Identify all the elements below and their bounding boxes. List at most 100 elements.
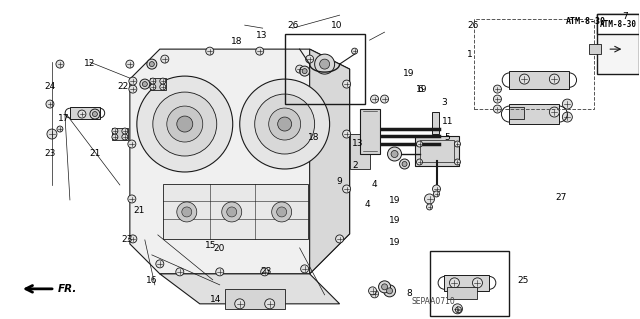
Bar — [150, 78, 166, 90]
Text: 5: 5 — [445, 133, 451, 142]
Text: 9: 9 — [336, 177, 342, 186]
Circle shape — [454, 141, 460, 147]
Circle shape — [452, 304, 463, 314]
Circle shape — [342, 185, 351, 193]
Circle shape — [549, 107, 559, 117]
Circle shape — [369, 287, 376, 295]
Circle shape — [417, 141, 422, 147]
Circle shape — [371, 95, 379, 103]
Text: 19: 19 — [389, 216, 401, 225]
Text: 26: 26 — [467, 21, 479, 30]
Text: 21: 21 — [134, 206, 145, 215]
Bar — [420, 140, 454, 162]
Circle shape — [128, 140, 136, 148]
Bar — [597, 14, 639, 34]
Circle shape — [426, 204, 433, 210]
Circle shape — [456, 307, 461, 313]
Text: 25: 25 — [517, 276, 529, 285]
Circle shape — [112, 128, 118, 134]
Circle shape — [142, 82, 147, 86]
Text: 18: 18 — [232, 37, 243, 46]
Circle shape — [160, 78, 166, 84]
Circle shape — [150, 78, 156, 84]
Bar — [429, 251, 509, 316]
Circle shape — [129, 235, 137, 243]
Circle shape — [278, 117, 292, 131]
Circle shape — [149, 62, 154, 67]
Bar — [447, 287, 477, 299]
Bar — [431, 112, 440, 134]
Circle shape — [342, 130, 351, 138]
Circle shape — [137, 76, 233, 172]
Circle shape — [493, 85, 501, 93]
Text: 3: 3 — [442, 98, 447, 107]
Circle shape — [379, 281, 390, 293]
Text: 8: 8 — [406, 289, 412, 298]
Circle shape — [424, 194, 435, 204]
Circle shape — [381, 95, 388, 103]
Circle shape — [388, 147, 401, 161]
Circle shape — [272, 202, 292, 222]
Circle shape — [449, 278, 460, 288]
Circle shape — [520, 74, 529, 84]
Text: FR.: FR. — [58, 284, 77, 294]
Polygon shape — [160, 274, 340, 304]
Circle shape — [399, 159, 410, 169]
Circle shape — [563, 112, 572, 122]
Circle shape — [381, 284, 388, 290]
Text: 6: 6 — [418, 85, 424, 94]
Bar — [415, 136, 460, 166]
Bar — [360, 109, 380, 154]
Circle shape — [140, 79, 150, 89]
Circle shape — [387, 288, 392, 294]
Circle shape — [47, 129, 57, 139]
Circle shape — [129, 77, 137, 85]
Text: 19: 19 — [403, 69, 415, 78]
Text: 10: 10 — [331, 21, 342, 30]
Text: 2: 2 — [352, 161, 358, 170]
Circle shape — [206, 47, 214, 55]
Circle shape — [301, 265, 308, 273]
Circle shape — [335, 235, 344, 243]
Bar — [509, 104, 559, 124]
Bar — [225, 289, 285, 309]
Text: 19: 19 — [389, 238, 401, 247]
Circle shape — [493, 95, 501, 103]
Text: 23: 23 — [121, 235, 132, 244]
Text: 19: 19 — [389, 197, 401, 205]
Circle shape — [221, 202, 242, 222]
Circle shape — [549, 74, 559, 84]
Text: 17: 17 — [58, 114, 70, 122]
Polygon shape — [130, 49, 349, 274]
Text: 22: 22 — [118, 82, 129, 91]
Circle shape — [57, 126, 63, 132]
Circle shape — [176, 268, 184, 276]
Bar — [285, 34, 365, 104]
Circle shape — [265, 299, 275, 309]
Text: 1: 1 — [467, 50, 473, 59]
Bar — [509, 107, 524, 119]
Circle shape — [319, 59, 330, 69]
Circle shape — [240, 79, 330, 169]
Text: 19: 19 — [416, 85, 428, 94]
Bar — [589, 44, 602, 54]
Circle shape — [160, 84, 166, 90]
Circle shape — [46, 100, 54, 108]
Bar — [509, 71, 570, 89]
Circle shape — [296, 65, 303, 73]
Circle shape — [90, 109, 100, 119]
Text: 21: 21 — [89, 149, 100, 158]
Text: 12: 12 — [84, 59, 95, 68]
Bar — [597, 14, 639, 74]
Circle shape — [260, 268, 269, 276]
Circle shape — [351, 48, 358, 54]
Circle shape — [122, 134, 128, 140]
Polygon shape — [163, 184, 308, 239]
Circle shape — [78, 110, 86, 118]
Circle shape — [276, 207, 287, 217]
Circle shape — [269, 108, 301, 140]
Circle shape — [128, 195, 136, 203]
Circle shape — [433, 185, 440, 193]
Circle shape — [227, 207, 237, 217]
Text: 18: 18 — [307, 133, 319, 142]
